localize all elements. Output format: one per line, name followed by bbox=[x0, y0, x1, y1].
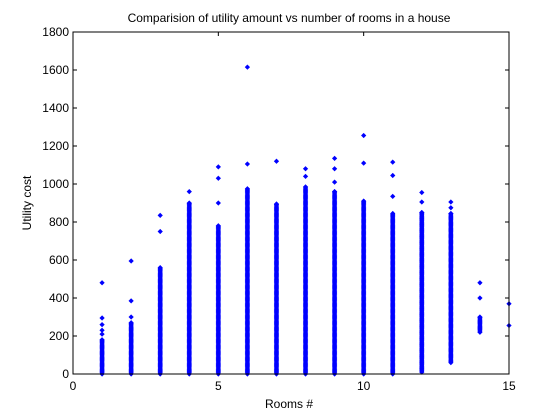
y-tick-label: 200 bbox=[49, 329, 69, 343]
data-point bbox=[186, 188, 192, 195]
data-point bbox=[419, 189, 425, 196]
y-tick-label: 800 bbox=[49, 215, 69, 229]
y-tick-label: 1000 bbox=[42, 177, 69, 191]
plot-area-background bbox=[73, 32, 509, 374]
data-point bbox=[99, 321, 105, 328]
data-point bbox=[215, 164, 221, 170]
data-point bbox=[99, 315, 105, 321]
data-point bbox=[361, 160, 367, 166]
data-point bbox=[215, 200, 221, 206]
y-tick-label: 400 bbox=[49, 291, 69, 305]
y-tick-label: 0 bbox=[62, 367, 69, 381]
data-point bbox=[361, 198, 367, 204]
data-point bbox=[215, 175, 221, 181]
data-point bbox=[128, 298, 134, 304]
data-point bbox=[99, 331, 105, 337]
data-point bbox=[419, 199, 425, 205]
data-point bbox=[477, 314, 483, 320]
data-point bbox=[215, 223, 221, 229]
data-point bbox=[128, 320, 134, 326]
x-tick-label: 15 bbox=[502, 379, 516, 393]
data-point bbox=[448, 199, 454, 205]
data-point bbox=[186, 200, 192, 206]
data-point bbox=[302, 184, 309, 190]
tick-marks bbox=[72, 31, 510, 375]
data-point bbox=[390, 172, 396, 179]
data-point bbox=[477, 280, 483, 286]
data-point bbox=[331, 155, 338, 161]
data-point bbox=[244, 161, 251, 167]
data-point bbox=[331, 179, 338, 185]
x-tick-label: 5 bbox=[215, 379, 222, 393]
x-axis-label: Rooms # bbox=[265, 397, 313, 411]
y-tick-label: 600 bbox=[49, 253, 69, 267]
y-tick-label: 1400 bbox=[42, 101, 69, 115]
data-point bbox=[448, 205, 454, 211]
data-point bbox=[331, 188, 338, 195]
data-point bbox=[99, 327, 105, 333]
y-tick-label: 1600 bbox=[42, 63, 69, 77]
data-point bbox=[157, 228, 163, 235]
data-point bbox=[477, 295, 483, 301]
data-point bbox=[390, 193, 396, 199]
data-point bbox=[128, 314, 134, 320]
data-point bbox=[302, 173, 309, 180]
plot-area-frame bbox=[72, 31, 510, 375]
y-tick-label: 1200 bbox=[42, 139, 69, 153]
chart-title: Comparision of utility amount vs number … bbox=[128, 11, 451, 25]
data-point bbox=[157, 212, 163, 218]
data-point bbox=[244, 64, 251, 70]
data-point bbox=[99, 280, 105, 286]
x-tick-label: 10 bbox=[357, 379, 371, 393]
tick-labels: 0 5 10 15 0 200 400 600 800 1000 1200 1400 1600 1800 bbox=[42, 25, 516, 393]
data-point bbox=[128, 258, 134, 264]
data-point bbox=[244, 186, 251, 192]
y-axis-label: Utility cost bbox=[20, 175, 34, 230]
x-tick-label: 0 bbox=[70, 379, 77, 393]
data-point bbox=[419, 209, 425, 216]
data-points bbox=[99, 64, 512, 377]
y-tick-label: 1800 bbox=[42, 25, 69, 39]
data-point bbox=[390, 159, 396, 165]
data-point bbox=[361, 132, 367, 139]
data-point bbox=[273, 201, 280, 207]
data-point bbox=[302, 166, 309, 172]
data-point bbox=[331, 166, 338, 172]
data-point bbox=[448, 210, 454, 217]
data-point bbox=[99, 337, 105, 343]
data-point bbox=[273, 158, 280, 164]
data-point bbox=[390, 210, 396, 217]
data-point bbox=[157, 264, 163, 271]
